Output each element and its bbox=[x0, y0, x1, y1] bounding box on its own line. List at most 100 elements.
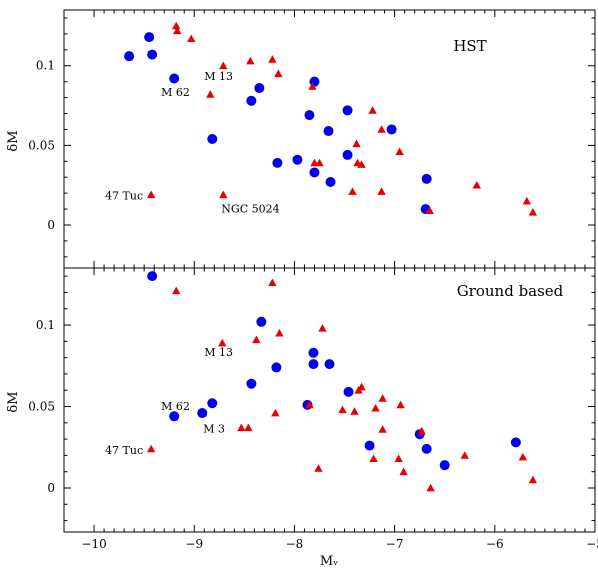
hst-annotation: M 13 bbox=[204, 70, 233, 83]
hst-circle-point bbox=[254, 83, 265, 94]
hst-circle-point bbox=[272, 157, 283, 168]
ground-triangle-point bbox=[275, 328, 284, 337]
x-tick-label: −9 bbox=[185, 537, 203, 551]
x-tick-label: −10 bbox=[81, 537, 106, 551]
ground-circle-point bbox=[207, 398, 218, 409]
ground-triangle-point bbox=[371, 403, 380, 412]
ground-triangle-point bbox=[528, 475, 538, 484]
hst-triangle-point bbox=[187, 34, 196, 43]
hst-triangle-point bbox=[173, 26, 182, 35]
ground-circle-point bbox=[343, 386, 354, 397]
hst-triangle-point bbox=[522, 196, 532, 205]
ground-annotation: M 13 bbox=[204, 346, 233, 359]
ground-panel-title: Ground based bbox=[457, 282, 564, 300]
ground-triangle-point bbox=[350, 407, 359, 415]
hst-panel-title: HST bbox=[453, 37, 486, 55]
ground-circle-point bbox=[308, 347, 319, 358]
hst-circle-point bbox=[292, 154, 303, 165]
ground-circle-point bbox=[197, 408, 208, 419]
hst-triangle-point bbox=[268, 55, 277, 63]
x-tick-label: −8 bbox=[286, 537, 304, 551]
hst-circle-point bbox=[169, 73, 180, 84]
x-tick-label: −6 bbox=[486, 537, 504, 551]
ground-triangle-point bbox=[396, 400, 405, 409]
hst-triangle-point bbox=[377, 187, 386, 195]
ground-triangle-point bbox=[518, 452, 528, 461]
ground-triangle-point bbox=[378, 394, 387, 402]
hst-plot-frame bbox=[63, 9, 596, 269]
ground-triangle-point bbox=[460, 451, 469, 459]
hst-triangle-point bbox=[274, 69, 283, 78]
hst-annotation: 47 Tuc bbox=[105, 190, 143, 203]
hst-circle-point bbox=[207, 134, 218, 144]
ground-circle-point bbox=[439, 460, 450, 471]
hst-triangle-point bbox=[472, 180, 481, 189]
hst-triangle-point bbox=[219, 190, 228, 199]
hst-circle-point bbox=[309, 167, 320, 178]
ground-circle-point bbox=[364, 440, 375, 451]
ground-circle-point bbox=[421, 443, 432, 454]
ground-annotation: 47 Tuc bbox=[105, 444, 143, 457]
ground-triangle-point bbox=[426, 483, 435, 492]
ground-triangle-point bbox=[394, 454, 403, 463]
ground-y-tick-label: 0 bbox=[47, 481, 55, 495]
hst-triangle-point bbox=[246, 56, 255, 65]
hst-triangle-point bbox=[528, 208, 538, 216]
ground-y-tick-label: 0.1 bbox=[36, 318, 55, 332]
hst-triangle-point bbox=[308, 82, 317, 90]
hst-triangle-point bbox=[425, 206, 434, 215]
hst-circle-point bbox=[144, 32, 155, 43]
hst-circle-point bbox=[342, 105, 353, 116]
hst-y-tick-label: 0 bbox=[47, 218, 55, 232]
hst-triangle-point bbox=[368, 106, 377, 114]
ground-circle-point bbox=[510, 437, 521, 448]
ground-circle-point bbox=[324, 359, 335, 370]
ground-circle-point bbox=[246, 378, 257, 389]
hst-triangle-point bbox=[357, 160, 366, 168]
ground-annotation: M 3 bbox=[203, 423, 225, 436]
hst-circle-point bbox=[323, 126, 334, 137]
hst-circle-point bbox=[386, 124, 397, 135]
hst-y-tick-label: 0.05 bbox=[28, 138, 55, 152]
ground-y-axis-title: δM bbox=[6, 391, 21, 412]
ground-triangle-point bbox=[218, 338, 227, 347]
ground-triangle-point bbox=[357, 382, 366, 391]
x-axis-title: Mᵥ bbox=[320, 554, 338, 568]
ground-triangle-point bbox=[305, 400, 314, 409]
ground-triangle-point bbox=[378, 425, 387, 433]
hst-circle-point bbox=[342, 149, 353, 160]
hst-circle-point bbox=[147, 49, 158, 60]
ground-triangle-point bbox=[369, 454, 378, 463]
hst-y-tick-label: 0.1 bbox=[36, 59, 55, 73]
panel-ground-based: 0 0.05 0.1 δM Ground based M 13 M 62 M 3 47 Tuc bbox=[6, 267, 596, 533]
ground-circle-point bbox=[308, 359, 319, 370]
hst-y-axis-title: δM bbox=[6, 130, 21, 151]
ground-circle-point bbox=[271, 362, 282, 373]
ground-triangle-point bbox=[417, 426, 426, 435]
ground-triangle-point bbox=[172, 286, 181, 295]
ground-circle-point bbox=[169, 411, 180, 422]
hst-triangle-point bbox=[377, 125, 386, 133]
x-tick-label: −7 bbox=[386, 537, 404, 551]
hst-triangle-point bbox=[352, 139, 361, 148]
hst-circle-point bbox=[421, 173, 432, 184]
hst-annotation: NGC 5024 bbox=[221, 202, 279, 215]
hst-triangle-point bbox=[315, 158, 324, 167]
ground-circle-point bbox=[256, 316, 267, 327]
shared-x-axis: −10 −9 −8 −7 −6 −5 Mᵥ bbox=[81, 537, 598, 568]
hst-circle-point bbox=[124, 51, 135, 62]
ground-triangle-point bbox=[399, 467, 408, 476]
hst-triangle-point bbox=[395, 147, 404, 156]
hst-triangle-point bbox=[348, 187, 357, 195]
ground-triangle-point bbox=[318, 324, 327, 332]
ground-triangle-point bbox=[268, 278, 277, 287]
ground-triangle-point bbox=[237, 423, 246, 432]
ground-triangle-point bbox=[244, 423, 253, 432]
hst-triangle-point bbox=[172, 21, 181, 30]
hst-triangle-point bbox=[206, 90, 215, 98]
hst-triangle-point bbox=[146, 190, 156, 199]
ground-annotation: M 62 bbox=[161, 400, 190, 413]
ground-triangle-point bbox=[252, 335, 261, 344]
ground-triangle-point bbox=[338, 405, 347, 414]
